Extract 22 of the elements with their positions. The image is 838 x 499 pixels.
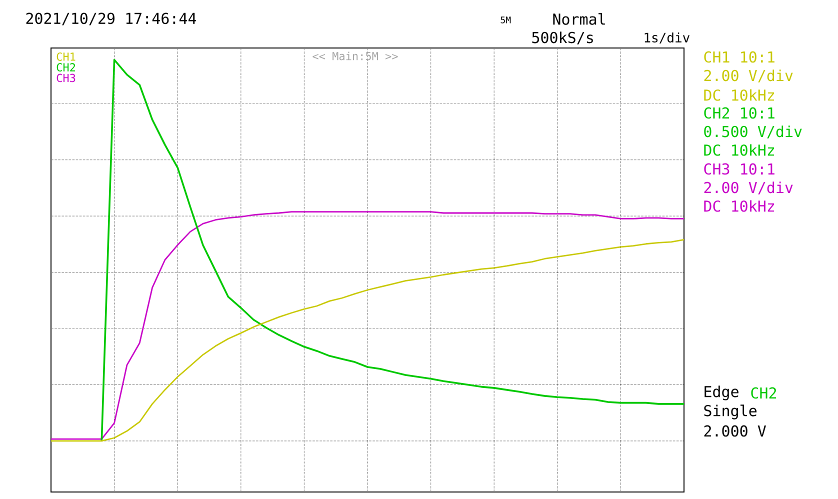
text: CH2 10:1 <box>704 107 774 119</box>
text: DC 10kHz <box>704 89 774 101</box>
annotation: << Main:5M >> <box>312 52 398 60</box>
text: 2.00 V/div <box>704 182 793 194</box>
text: 2.000 V <box>704 425 766 437</box>
text: 0.500 V/div <box>704 126 802 138</box>
text: Edge <box>704 386 738 400</box>
text: CH3 <box>56 74 76 82</box>
text: DC 10kHz <box>704 200 774 212</box>
text: Normal <box>553 13 605 25</box>
text: CH2 <box>751 387 776 399</box>
text: 1s/div <box>644 32 690 44</box>
text: 2021/10/29 17:46:44 <box>26 12 196 26</box>
text: CH1 <box>56 52 76 61</box>
text: CH3 10:1 <box>704 163 774 175</box>
text: Single <box>704 404 756 420</box>
text: 5M <box>500 16 511 24</box>
text: 500kS/s <box>532 32 593 44</box>
text: CH1 10:1 <box>704 51 774 63</box>
text: DC 10kHz <box>704 144 774 156</box>
text: CH2 <box>56 63 76 72</box>
text: 2.00 V/div <box>704 70 793 82</box>
